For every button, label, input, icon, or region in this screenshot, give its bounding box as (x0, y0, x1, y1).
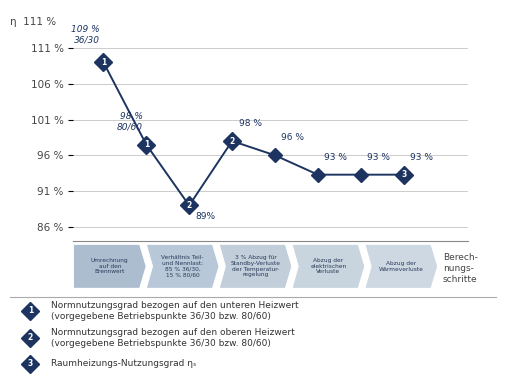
Text: 3: 3 (28, 359, 33, 368)
Text: 98 %
80/60: 98 % 80/60 (117, 112, 142, 132)
Text: Berech-
nungs-
schritte: Berech- nungs- schritte (442, 253, 477, 284)
Text: Abzug der
elektrischen
Verluste: Abzug der elektrischen Verluste (310, 258, 346, 274)
Text: 1: 1 (100, 58, 106, 67)
Text: 93 %: 93 % (367, 153, 389, 162)
Text: 2: 2 (229, 137, 234, 146)
Polygon shape (364, 244, 437, 288)
Text: Umrechnung
auf den
Brennwert: Umrechnung auf den Brennwert (91, 258, 128, 274)
Text: Verhältnis Teil-
und Nennlast:
85 % 36/30,
15 % 80/60: Verhältnis Teil- und Nennlast: 85 % 36/3… (161, 256, 204, 277)
Polygon shape (219, 244, 291, 288)
Text: Raumheizungs-Nutzungsgrad ηₛ: Raumheizungs-Nutzungsgrad ηₛ (50, 359, 195, 368)
Text: 96 %: 96 % (281, 134, 304, 142)
Polygon shape (146, 244, 219, 288)
Text: Abzug der
Wärmeverluste: Abzug der Wärmeverluste (378, 261, 423, 272)
Polygon shape (73, 244, 146, 288)
Text: 1: 1 (28, 306, 33, 315)
Text: Normnutzungsgrad bezogen auf den oberen Heizwert
(vorgegebene Betriebspunkte 36/: Normnutzungsgrad bezogen auf den oberen … (50, 328, 294, 348)
Text: 98 %: 98 % (238, 119, 261, 128)
Text: η  111 %: η 111 % (10, 17, 56, 27)
Text: 3 % Abzug für
Standby-Verluste
der Temperatur-
regelung: 3 % Abzug für Standby-Verluste der Tempe… (230, 256, 280, 277)
Text: 93 %: 93 % (410, 153, 432, 162)
Text: 109 %
36/30: 109 % 36/30 (71, 25, 100, 44)
Text: 1: 1 (143, 140, 148, 149)
Text: 89%: 89% (195, 212, 215, 221)
Text: 3: 3 (400, 170, 406, 179)
Text: 2: 2 (28, 333, 33, 342)
Text: 93 %: 93 % (324, 153, 346, 162)
Text: 2: 2 (186, 201, 191, 210)
Polygon shape (291, 244, 364, 288)
Text: Normnutzungsgrad bezogen auf den unteren Heizwert
(vorgegebene Betriebspunkte 36: Normnutzungsgrad bezogen auf den unteren… (50, 301, 297, 321)
